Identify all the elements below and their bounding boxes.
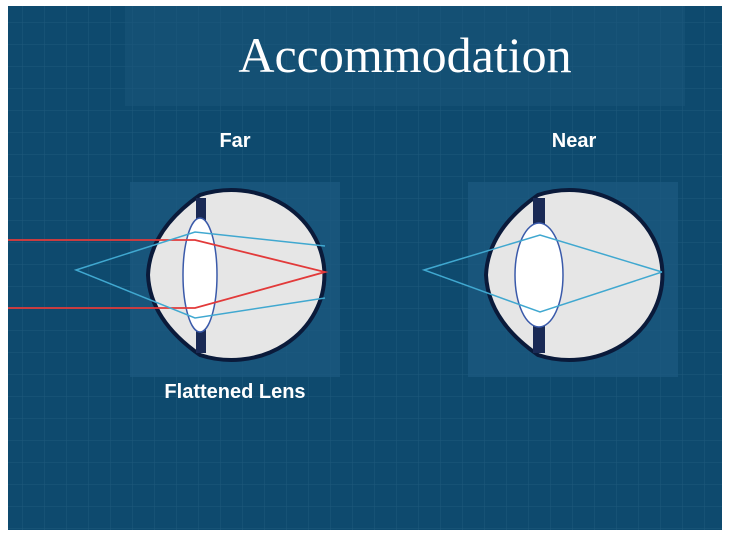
caption: Flattened Lens <box>164 381 305 403</box>
near-eye <box>421 182 678 377</box>
title-band <box>125 6 685 106</box>
panel-label: Near <box>552 130 597 152</box>
title: Accommodation <box>238 27 571 83</box>
far-eye <box>8 182 340 377</box>
panel-label: Far <box>219 130 250 152</box>
